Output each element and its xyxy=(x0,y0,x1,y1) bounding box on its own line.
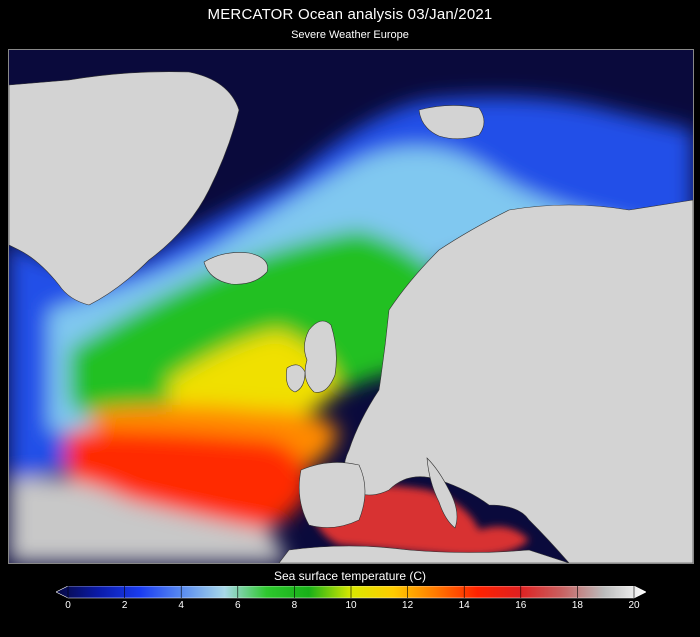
colorbar-tick-label: 4 xyxy=(178,600,184,611)
ireland-landmass xyxy=(286,364,306,393)
colorbar-tick-label: 14 xyxy=(458,600,470,611)
temperature-colorbar xyxy=(56,586,646,599)
colorbar-tick-label: 12 xyxy=(402,600,414,611)
sea-temperature-map xyxy=(8,49,694,564)
colorbar-tick-label: 18 xyxy=(571,600,583,611)
legend-title: Sea surface temperature (C) xyxy=(273,569,427,583)
svalbard-landmass xyxy=(418,105,485,140)
colorbar-tick-label: 6 xyxy=(235,600,241,611)
map-title: MERCATOR Ocean analysis 03/Jan/2021 xyxy=(207,6,493,23)
map-subtitle: Severe Weather Europe xyxy=(291,29,409,41)
north-africa-landmass xyxy=(278,545,570,563)
colorbar-tick-label: 10 xyxy=(345,600,357,611)
colorbar-tick-label: 2 xyxy=(121,600,128,611)
colorbar-tick-label: 20 xyxy=(628,600,640,611)
italy-landmass xyxy=(426,457,458,529)
iceland-landmass xyxy=(203,252,268,285)
iberia-landmass xyxy=(298,462,366,528)
map-canvas xyxy=(9,50,693,563)
british-isles-landmass xyxy=(304,320,337,393)
colorbar-tick-label: 0 xyxy=(65,600,71,611)
colorbar-tick-label: 8 xyxy=(291,600,298,611)
greenland-landmass xyxy=(9,71,240,306)
tropical-water-band xyxy=(9,477,289,563)
colorbar-tick-label: 16 xyxy=(515,600,527,611)
